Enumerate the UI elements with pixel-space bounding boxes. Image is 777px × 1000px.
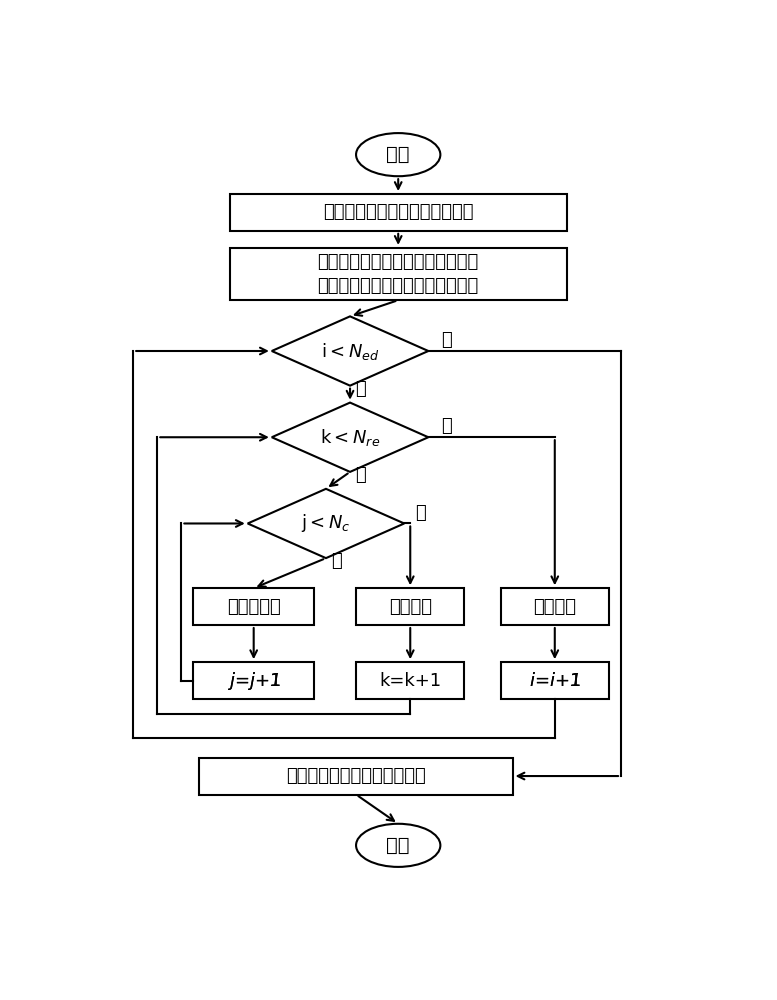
- Text: 是: 是: [355, 380, 366, 398]
- Text: 是: 是: [355, 466, 366, 484]
- Text: 开始: 开始: [386, 145, 410, 164]
- Text: 趋向性操作: 趋向性操作: [227, 598, 280, 616]
- Text: $i$=$i$+1: $i$=$i$+1: [529, 672, 580, 690]
- Text: 产生初始种群，选取适应度函数: 产生初始种群，选取适应度函数: [323, 203, 473, 221]
- Text: 否: 否: [415, 504, 426, 522]
- Text: $\mathrm{k} < N_{re}$: $\mathrm{k} < N_{re}$: [320, 427, 380, 448]
- Text: 复制操作: 复制操作: [388, 598, 432, 616]
- Text: $\mathrm{j} < N_c$: $\mathrm{j} < N_c$: [301, 512, 350, 534]
- Text: $i$=$i$+1: $i$=$i$+1: [529, 672, 580, 690]
- Text: k=k+1: k=k+1: [379, 672, 441, 690]
- Text: 结束: 结束: [386, 836, 410, 855]
- Text: $\mathrm{i} < N_{ed}$: $\mathrm{i} < N_{ed}$: [321, 340, 379, 361]
- Text: 否: 否: [441, 331, 452, 349]
- Text: 遍历每个细菌个体，分别计算它们
的适应度値，并对适应度进行评估: 遍历每个细菌个体，分别计算它们 的适应度値，并对适应度进行评估: [318, 253, 479, 295]
- Text: 筛选得到适应度値最大的细菌: 筛选得到适应度値最大的细菌: [286, 767, 426, 785]
- Text: 是: 是: [331, 552, 342, 570]
- Text: $j$=$j$+1: $j$=$j$+1: [227, 670, 280, 692]
- Text: 否: 否: [441, 417, 452, 435]
- Text: 驱散操作: 驱散操作: [533, 598, 577, 616]
- Text: $j$=$j$+1: $j$=$j$+1: [227, 670, 280, 692]
